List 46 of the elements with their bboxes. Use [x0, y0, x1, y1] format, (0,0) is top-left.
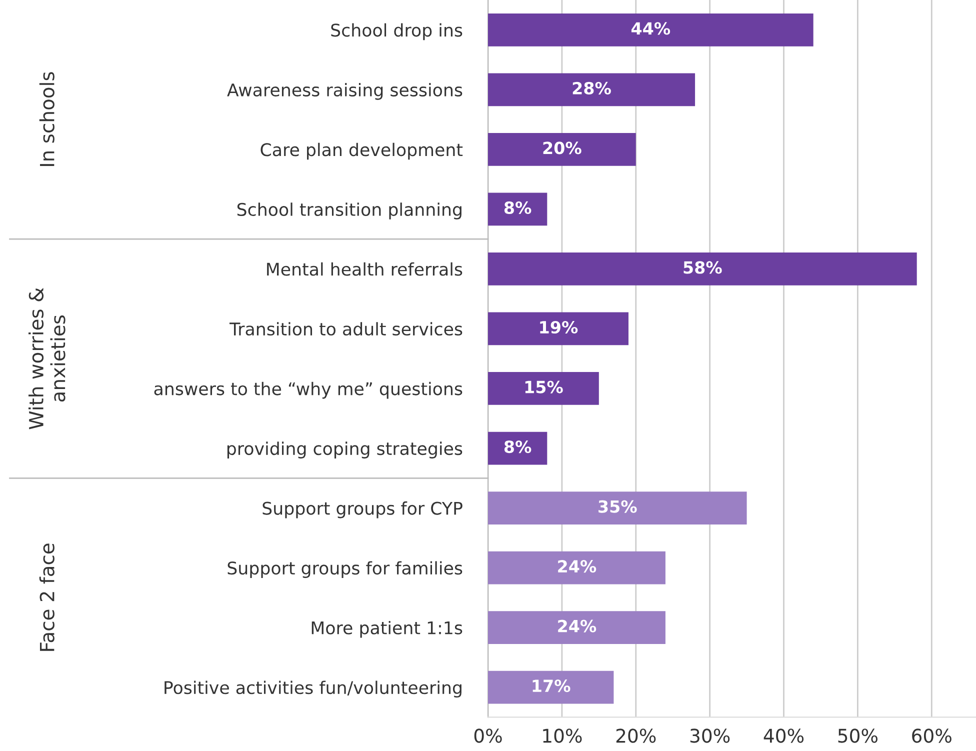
- data-label: 58%: [684, 261, 722, 274]
- data-label: 8%: [504, 201, 532, 214]
- bar: [488, 492, 747, 524]
- bar: [488, 551, 666, 584]
- data-label: 19%: [540, 320, 578, 334]
- y-tick-label: providing coping strategies: [227, 442, 462, 458]
- y-tick-label: Transition to adult services: [229, 322, 462, 336]
- text: Face 2 face: [39, 544, 54, 651]
- data-label: 8%: [504, 440, 532, 454]
- x-tick-label: 50%: [838, 728, 878, 743]
- y-tick-label: answers to the “why me” questions: [154, 382, 462, 399]
- x-tick-label: 30%: [690, 728, 730, 743]
- bar: [488, 611, 666, 644]
- bar: [488, 372, 599, 405]
- y-tick-label: Awareness raising sessions: [227, 83, 462, 100]
- bar: [488, 13, 814, 46]
- data-label: 17%: [532, 680, 570, 692]
- bar: [488, 432, 548, 465]
- data-label: 44%: [631, 22, 670, 35]
- bar: [488, 192, 548, 226]
- text: With worries & anxieties: [28, 288, 66, 430]
- x-tick-label: 0%: [474, 728, 502, 743]
- text: In schools: [39, 72, 54, 166]
- bar: [488, 73, 696, 106]
- y-tick-label: School transition planning: [237, 202, 462, 220]
- y-tick-label: Support groups for families: [228, 561, 462, 578]
- data-label: 24%: [558, 620, 596, 632]
- x-tick-label: 60%: [912, 728, 952, 743]
- y-tick-label: School drop ins: [331, 23, 462, 40]
- x-tick-label: 10%: [543, 728, 582, 743]
- y-tick-label: Care plan development: [260, 142, 463, 160]
- data-label: 15%: [525, 380, 563, 394]
- data-label: 35%: [598, 500, 637, 513]
- y-tick-label: Positive activities fun/volunteering: [164, 680, 462, 698]
- data-label: 28%: [572, 82, 611, 94]
- bar: [488, 132, 636, 166]
- data-label: 20%: [543, 142, 582, 154]
- y-tick-label: More patient 1:1s: [312, 620, 462, 638]
- bar: [488, 252, 917, 286]
- bar: [488, 312, 628, 346]
- data-label: 24%: [558, 560, 596, 573]
- x-tick-label: 20%: [616, 728, 656, 743]
- y-tick-label: Mental health referrals: [267, 262, 462, 276]
- bar: [488, 670, 614, 704]
- y-tick-label: Support groups for CYP: [262, 501, 462, 518]
- x-tick-label: 40%: [764, 728, 804, 743]
